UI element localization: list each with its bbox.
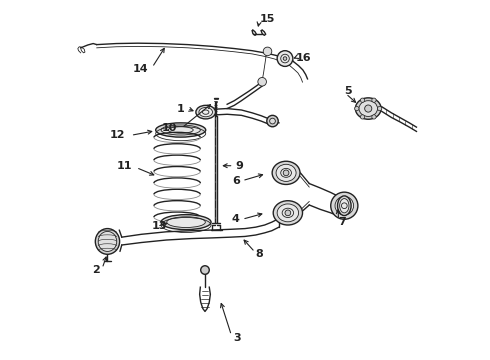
Text: 14: 14 [132, 64, 148, 73]
Circle shape [331, 192, 358, 219]
Circle shape [365, 105, 372, 112]
Text: 3: 3 [234, 333, 241, 343]
Ellipse shape [272, 161, 300, 184]
Ellipse shape [338, 196, 351, 216]
Text: 12: 12 [110, 130, 125, 140]
Ellipse shape [276, 164, 296, 181]
Ellipse shape [167, 217, 205, 228]
Ellipse shape [156, 123, 206, 137]
Circle shape [263, 47, 272, 56]
Circle shape [283, 170, 289, 176]
Text: 9: 9 [235, 161, 243, 171]
Circle shape [267, 115, 278, 127]
Circle shape [360, 115, 365, 119]
Text: 10: 10 [162, 123, 177, 133]
Ellipse shape [161, 125, 200, 135]
Ellipse shape [359, 101, 377, 116]
Text: 11: 11 [117, 161, 132, 171]
Ellipse shape [161, 215, 211, 230]
Circle shape [355, 107, 359, 111]
Circle shape [372, 115, 376, 119]
Text: 4: 4 [232, 214, 240, 224]
Circle shape [360, 98, 365, 102]
Ellipse shape [196, 105, 216, 119]
Circle shape [335, 197, 354, 215]
Circle shape [277, 51, 293, 66]
Text: 5: 5 [344, 86, 352, 96]
Text: 7: 7 [339, 217, 346, 227]
Text: 6: 6 [232, 176, 240, 186]
Ellipse shape [199, 108, 213, 117]
Ellipse shape [98, 231, 117, 251]
Text: 8: 8 [255, 249, 263, 259]
Circle shape [372, 98, 376, 102]
Circle shape [377, 107, 382, 111]
Ellipse shape [355, 98, 381, 119]
Circle shape [285, 210, 291, 216]
Circle shape [283, 57, 287, 60]
Text: 16: 16 [296, 53, 311, 63]
Circle shape [258, 77, 267, 86]
Ellipse shape [277, 204, 298, 222]
Circle shape [270, 118, 275, 124]
Ellipse shape [96, 229, 120, 254]
Circle shape [201, 266, 209, 274]
Text: 1: 1 [176, 104, 184, 113]
Text: 13: 13 [152, 221, 168, 231]
Ellipse shape [273, 201, 302, 225]
Ellipse shape [340, 199, 349, 213]
Text: 2: 2 [93, 265, 100, 275]
Text: 15: 15 [259, 14, 275, 23]
